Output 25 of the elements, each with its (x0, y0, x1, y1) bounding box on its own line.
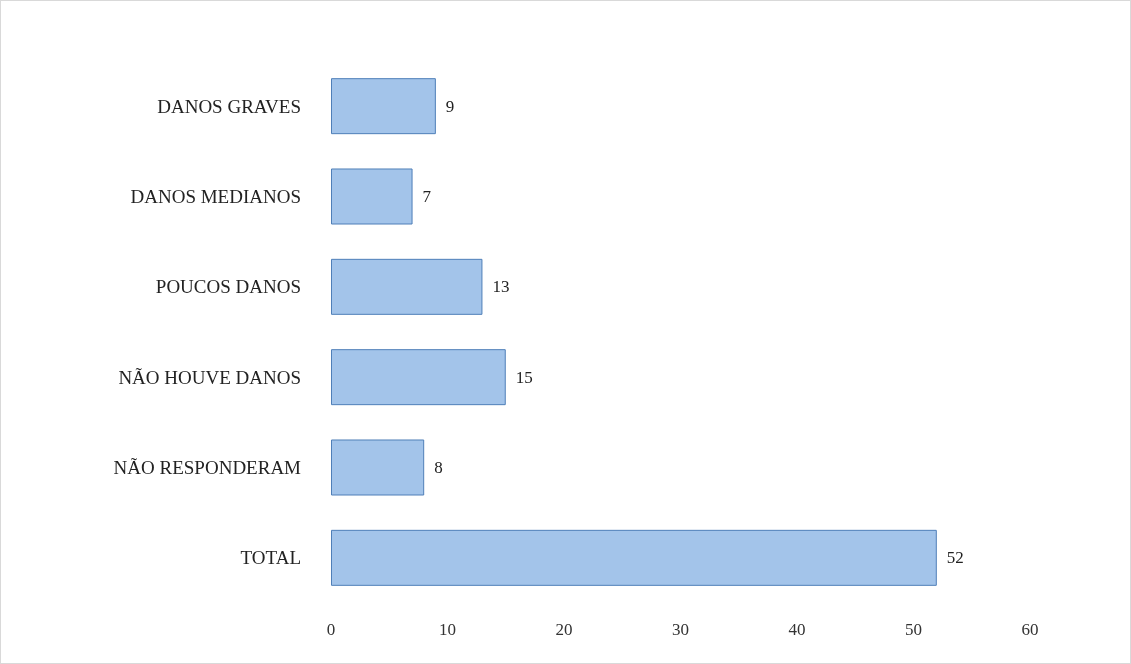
bar (331, 78, 436, 135)
bar (331, 439, 425, 496)
y-tick-label: POUCOS DANOS (155, 276, 301, 298)
x-tick-label: 50 (905, 620, 922, 639)
x-tick-label: 20 (555, 620, 573, 639)
data-label: 7 (422, 187, 432, 206)
y-tick-label: NÃO HOUVE DANOS (118, 366, 301, 388)
data-label: 15 (515, 367, 533, 387)
bar (331, 349, 506, 406)
x-tick-label: 30 (672, 620, 689, 639)
x-tick-label: 60 (1021, 620, 1039, 639)
bar (331, 529, 937, 586)
x-tick-label: 0 (326, 620, 336, 639)
x-tick-label: 40 (788, 620, 806, 639)
data-label: 8 (434, 458, 443, 477)
y-tick-label: DANOS MEDIANOS (130, 186, 301, 207)
data-label: 9 (445, 96, 455, 116)
data-label: 13 (492, 277, 510, 297)
y-tick-label: NÃO RESPONDERAM (113, 457, 302, 478)
bar (331, 258, 483, 315)
x-tick-label: 10 (439, 620, 456, 639)
y-tick-label: DANOS GRAVES (157, 95, 301, 117)
data-label: 52 (946, 548, 964, 568)
y-tick-label: TOTAL (240, 547, 301, 569)
bar (331, 168, 413, 225)
